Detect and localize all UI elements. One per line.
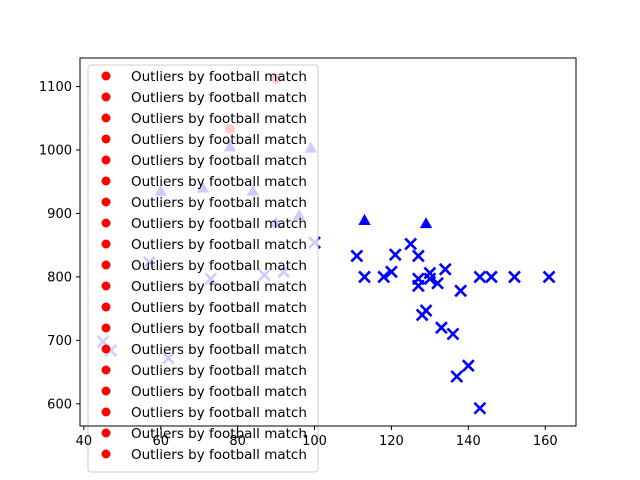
- legend-marker-5: [101, 176, 111, 186]
- legend-marker-7: [101, 218, 111, 228]
- legend-label-13: Outliers by football match: [131, 342, 307, 358]
- y-tick-label-3: 900: [47, 207, 72, 222]
- point-x-13: [404, 237, 418, 251]
- point-x-30: [484, 270, 498, 284]
- legend-label-16: Outliers by football match: [131, 405, 307, 421]
- y-tick-label-4: 1000: [39, 144, 72, 159]
- y-tick-label-5: 1100: [39, 80, 72, 95]
- point-x-20: [423, 272, 437, 286]
- point-triangle-7: [358, 213, 371, 225]
- point-x-26: [454, 284, 468, 298]
- x-tick-label-3: 100: [302, 434, 327, 449]
- legend-label-1: Outliers by football match: [131, 90, 307, 106]
- legend-marker-16: [101, 407, 111, 417]
- legend-label-0: Outliers by football match: [131, 69, 307, 85]
- legend-marker-3: [101, 134, 111, 144]
- legend-label-6: Outliers by football match: [131, 195, 307, 211]
- point-x-28: [473, 270, 487, 284]
- axes: 40 60 80 100 120 140 160 600 700 800 900 1000 1100: [39, 80, 558, 449]
- legend-marker-14: [101, 365, 111, 375]
- legend-marker-6: [101, 197, 111, 207]
- point-x-25: [450, 370, 464, 383]
- point-x-8: [350, 249, 364, 263]
- legend-marker-2: [101, 113, 111, 123]
- legend-label-14: Outliers by football match: [131, 363, 307, 379]
- legend-marker-15: [101, 386, 111, 396]
- point-x-29: [473, 401, 487, 415]
- legend-marker-8: [101, 239, 111, 249]
- point-x-12: [388, 248, 402, 262]
- point-x-32: [542, 270, 556, 284]
- legend-label-2: Outliers by football match: [131, 111, 307, 127]
- point-x-27: [461, 359, 475, 373]
- legend: Outliers by football match Outliers by fo…: [87, 64, 319, 473]
- legend-marker-10: [101, 281, 111, 291]
- legend-label-5: Outliers by football match: [131, 174, 307, 190]
- legend-label-7: Outliers by football match: [131, 216, 307, 232]
- point-x-24: [446, 327, 460, 341]
- legend-label-3: Outliers by football match: [131, 132, 307, 148]
- legend-label-9: Outliers by football match: [131, 258, 307, 274]
- point-x-15: [411, 272, 425, 286]
- x-tick-label-1: 60: [152, 434, 169, 449]
- point-x-22: [435, 321, 448, 335]
- legend-marker-4: [101, 155, 111, 165]
- legend-marker-0: [101, 71, 111, 81]
- legend-label-17: Outliers by football match: [131, 426, 307, 442]
- y-tick-label-0: 600: [47, 397, 72, 412]
- legend-marker-9: [101, 260, 111, 270]
- legend-box: [87, 64, 319, 473]
- point-x-11: [385, 265, 398, 279]
- y-tick-label-1: 700: [47, 334, 72, 349]
- legend-label-18: Outliers by football match: [131, 447, 307, 463]
- point-x-23: [438, 262, 452, 276]
- point-x-9: [358, 270, 371, 284]
- point-x-18: [419, 304, 433, 317]
- legend-marker-11: [101, 302, 111, 312]
- legend-marker-18: [101, 449, 111, 459]
- point-triangle-8: [419, 217, 433, 229]
- legend-label-8: Outliers by football match: [131, 237, 307, 253]
- point-x-16: [411, 249, 425, 263]
- x-tick-label-4: 120: [379, 434, 404, 449]
- point-x-31: [508, 270, 521, 284]
- legend-label-15: Outliers by football match: [131, 384, 307, 400]
- legend-label-10: Outliers by football match: [131, 279, 307, 295]
- point-x-21: [431, 276, 445, 290]
- legend-marker-12: [101, 323, 111, 333]
- legend-label-11: Outliers by football match: [131, 300, 307, 316]
- x-tick-label-2: 80: [229, 434, 246, 449]
- x-tick-label-5: 140: [456, 434, 481, 449]
- legend-label-12: Outliers by football match: [131, 321, 307, 337]
- plot-frame: [79, 57, 577, 427]
- legend-marker-1: [101, 92, 111, 102]
- x-tick-label-6: 160: [533, 434, 558, 449]
- legend-marker-17: [101, 428, 111, 438]
- y-tick-label-2: 800: [47, 270, 72, 285]
- legend-label-4: Outliers by football match: [131, 153, 307, 169]
- point-x-10: [377, 270, 391, 284]
- legend-marker-13: [101, 344, 111, 354]
- x-tick-label-0: 40: [76, 434, 93, 449]
